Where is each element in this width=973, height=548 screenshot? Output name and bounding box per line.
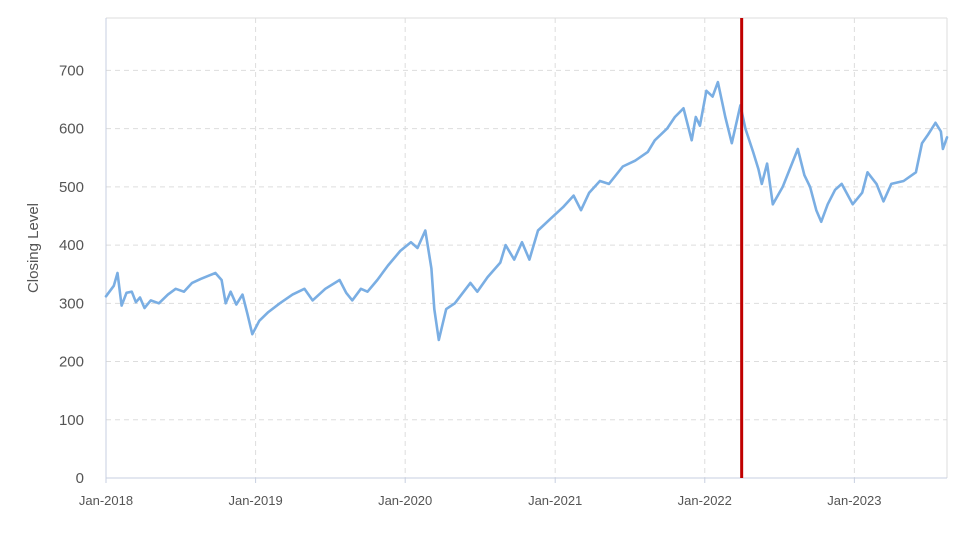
x-tick-label: Jan-2023: [827, 493, 881, 508]
y-axis-ticks: 0 100 200 300 400 500 600 700: [59, 62, 84, 487]
y-axis-title: Closing Level: [25, 203, 42, 293]
x-tick-label: Jan-2021: [528, 493, 582, 508]
x-axis-ticks: Jan-2018 Jan-2019 Jan-2020 Jan-2021 Jan-2022…: [79, 493, 882, 508]
grid-layer: [106, 18, 947, 478]
x-tick-label: Jan-2018: [79, 493, 133, 508]
x-tick-label: Jan-2019: [228, 493, 282, 508]
y-tick-label: 200: [59, 354, 84, 371]
series-line: [104, 80, 949, 342]
y-tick-label: 600: [59, 121, 84, 138]
y-tick-label: 0: [76, 470, 84, 487]
y-tick-label: 300: [59, 295, 84, 312]
y-tick-label: 100: [59, 412, 84, 429]
y-tick-label: 400: [59, 237, 84, 254]
series-layer: [104, 80, 949, 342]
x-tick-label: Jan-2022: [678, 493, 732, 508]
axis-layer: [105, 17, 948, 483]
x-tick-label: Jan-2020: [378, 493, 432, 508]
y-tick-label: 700: [59, 62, 84, 79]
y-tick-label: 500: [59, 179, 84, 196]
